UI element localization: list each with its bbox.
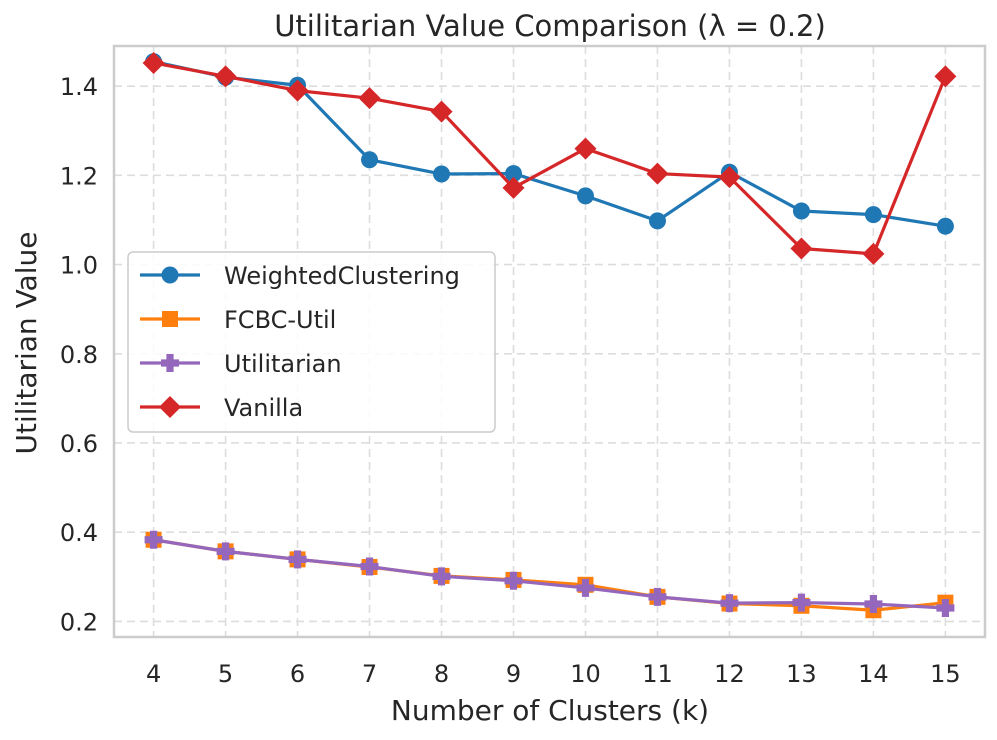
vanilla-point [214,65,237,88]
vanilla-line [153,61,947,256]
utilitarian-point [864,594,883,613]
vanilla-point [358,87,381,110]
series-utilitarian [144,530,955,618]
utilitarian-point [216,542,235,561]
utilitarian-point [792,593,811,612]
y-tick-label: 0.8 [60,341,98,369]
vanilla-point [142,51,165,74]
y-tick-label: 1.4 [60,73,98,101]
legend-box [127,251,496,433]
utilitarian-point [504,571,523,590]
x-axis-title: Number of Clusters (k) [391,694,709,727]
y-tick-label: 0.4 [60,519,98,547]
utilitarian-point [288,550,307,569]
axis-ticks: 4 5 6 7 8 9 10 11 12 13 14 15 0.2 0.4 0.6 0.8 1.0 1.2 1.4 [60,73,961,688]
vanilla-point [574,137,597,160]
x-tick-label: 12 [714,660,745,688]
vanilla-point [430,100,453,123]
y-tick-label: 1.2 [60,162,98,190]
y-tick-label: 1.0 [60,252,98,280]
vanilla-point [934,65,957,88]
legend-item-weightedclustering[interactable]: WeightedClustering [140,262,460,290]
legend-item-vanilla[interactable]: Vanilla [140,394,303,422]
legend-label: WeightedClustering [224,262,460,290]
utilitarian-point [144,530,163,549]
utilitarian-point [936,599,955,618]
legend-label: Vanilla [224,394,303,422]
utilitarian-line [153,538,946,610]
y-tick-label: 0.2 [60,608,98,636]
x-tick-label: 9 [506,660,521,688]
weightedclustering-point [648,212,666,230]
utilitarian-point [432,567,451,586]
legend-swatch-marker [159,396,181,418]
utilitarian-point [648,587,667,606]
legend-swatch-marker [162,311,178,327]
vanilla-point [790,237,813,260]
plot-frame [112,44,987,639]
weightedclustering-point [864,206,882,224]
vanilla-point [862,242,885,265]
x-tick-label: 11 [642,660,673,688]
vanilla-point [646,162,669,185]
legend-item-utilitarian[interactable]: Utilitarian [140,350,342,378]
x-tick-label: 15 [930,660,961,688]
x-tick-label: 14 [858,660,889,688]
x-tick-label: 13 [786,660,817,688]
legend-swatch-marker [161,266,179,284]
legend-label: FCBC-Util [224,306,336,334]
utilitarian-point [360,557,379,576]
weightedclustering-point [433,165,451,183]
vanilla-point [286,79,309,102]
vanilla-point [718,166,741,189]
legend-item-fcbc-util[interactable]: FCBC-Util [140,306,336,334]
legend-swatch-marker [161,354,179,372]
x-tick-label: 6 [290,660,305,688]
weightedclustering-line [153,60,946,228]
series-vanilla [142,51,957,265]
x-tick-label: 8 [434,660,449,688]
weightedclustering-point [936,217,954,235]
vanilla-point [502,176,525,199]
utilitarian-point [720,594,739,613]
chart-title: Utilitarian Value Comparison (λ = 0.2) [274,9,826,43]
x-tick-label: 7 [362,660,377,688]
legend[interactable]: WeightedClustering FCBC-Util Utilitarian Va… [127,251,496,433]
series-group [142,51,957,619]
y-tick-label: 0.6 [60,430,98,458]
x-tick-label: 5 [218,660,233,688]
utilitarian-point [576,578,595,597]
x-tick-label: 4 [146,660,161,688]
weightedclustering-point [361,151,379,169]
weightedclustering-point [576,187,594,205]
weightedclustering-point [792,202,810,220]
weightedclustering-point [505,165,523,183]
x-tick-label: 10 [570,660,601,688]
legend-label: Utilitarian [224,350,342,378]
y-axis-title: Utilitarian Value [10,232,43,455]
